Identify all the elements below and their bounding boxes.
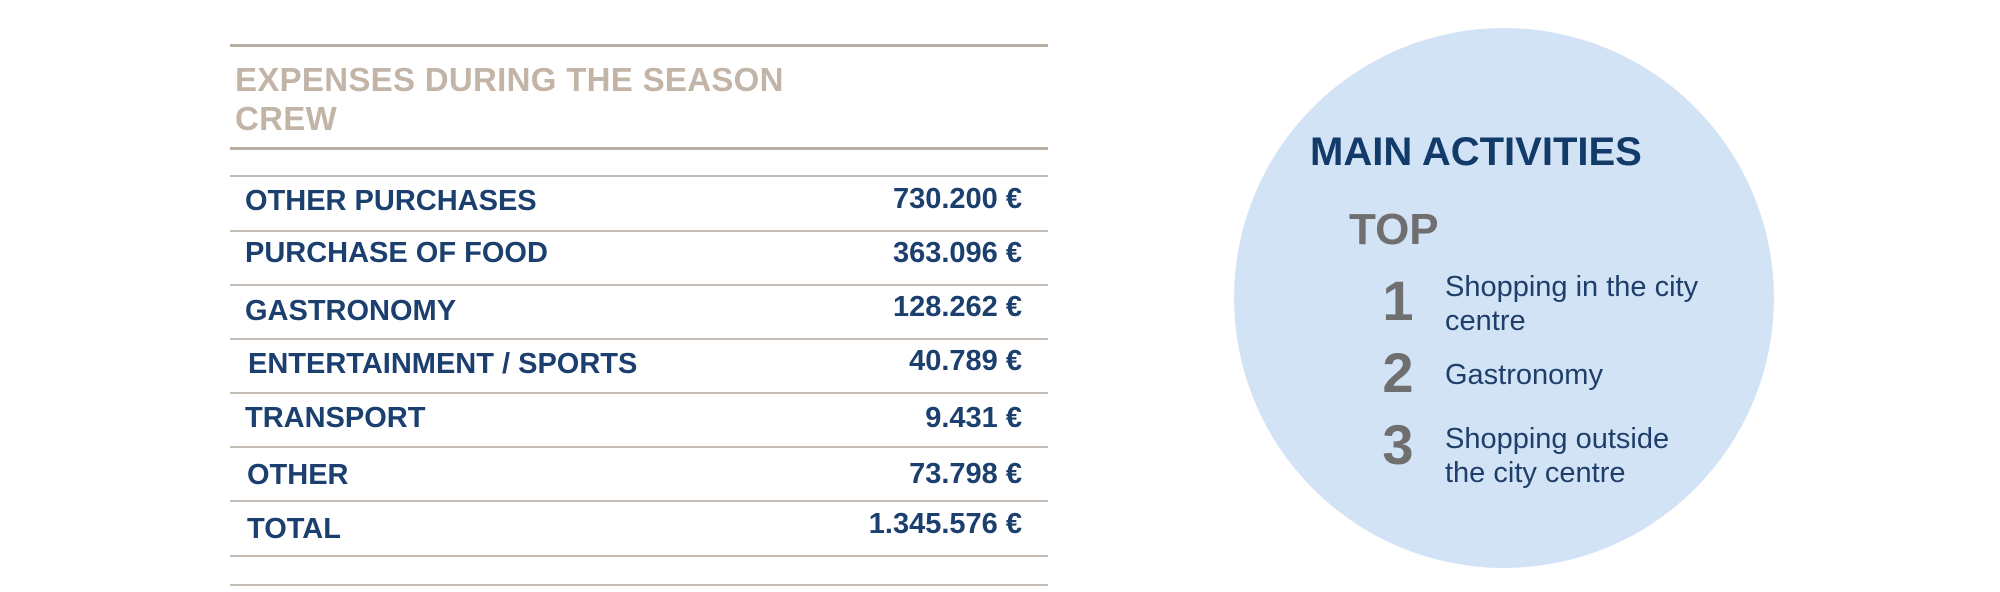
activity-item: Shopping outside the city centre <box>1445 423 1670 489</box>
table-row: OTHER 73.798 € <box>230 448 1048 502</box>
row-label: OTHER <box>247 459 349 491</box>
table-row: GASTRONOMY 128.262 € <box>230 286 1048 340</box>
row-divider <box>230 446 1048 448</box>
row-divider <box>230 338 1048 340</box>
main-activities-title: MAIN ACTIVITIES <box>1310 130 1642 174</box>
total-label: TOTAL <box>247 513 341 545</box>
table-row: PURCHASE OF FOOD 363.096 € <box>230 232 1048 286</box>
activities-circle <box>1234 28 1774 568</box>
row-divider <box>230 230 1048 232</box>
rank-number: 3 <box>1382 413 1414 476</box>
row-value: 363.096 € <box>892 237 1022 269</box>
row-divider <box>230 500 1048 502</box>
activity-item: Shopping in the city centre <box>1445 271 1699 337</box>
top-label: TOP <box>1349 205 1439 254</box>
table-row: OTHER PURCHASES 730.200 € <box>230 178 1048 232</box>
activity-item: Gastronomy <box>1445 359 1603 391</box>
row-value: 40.789 € <box>909 345 1022 377</box>
table-row-total: TOTAL 1.345.576 € <box>230 502 1048 556</box>
row-divider <box>230 175 1048 177</box>
row-value: 73.798 € <box>909 458 1022 490</box>
row-divider <box>230 555 1048 557</box>
row-value: 730.200 € <box>892 183 1022 215</box>
table-header-rule <box>230 147 1048 150</box>
row-label: PURCHASE OF FOOD <box>245 237 548 269</box>
table-row: TRANSPORT 9.431 € <box>230 394 1048 448</box>
row-label: TRANSPORT <box>245 402 426 434</box>
table-bottom-rule <box>230 584 1048 586</box>
row-divider <box>230 284 1048 286</box>
rank-number: 2 <box>1382 341 1414 404</box>
total-value: 1.345.576 € <box>868 508 1022 540</box>
rank-number: 1 <box>1382 269 1414 332</box>
table-row: ENTERTAINMENT / SPORTS 40.789 € <box>230 340 1048 394</box>
table-title: EXPENSES DURING THE SEASON CREW <box>235 61 784 137</box>
row-divider <box>230 392 1048 394</box>
row-label: OTHER PURCHASES <box>245 185 537 217</box>
row-value: 9.431 € <box>925 402 1022 434</box>
row-value: 128.262 € <box>892 291 1022 323</box>
row-label: ENTERTAINMENT / SPORTS <box>248 348 638 380</box>
table-top-rule <box>230 44 1048 47</box>
row-label: GASTRONOMY <box>245 295 457 327</box>
